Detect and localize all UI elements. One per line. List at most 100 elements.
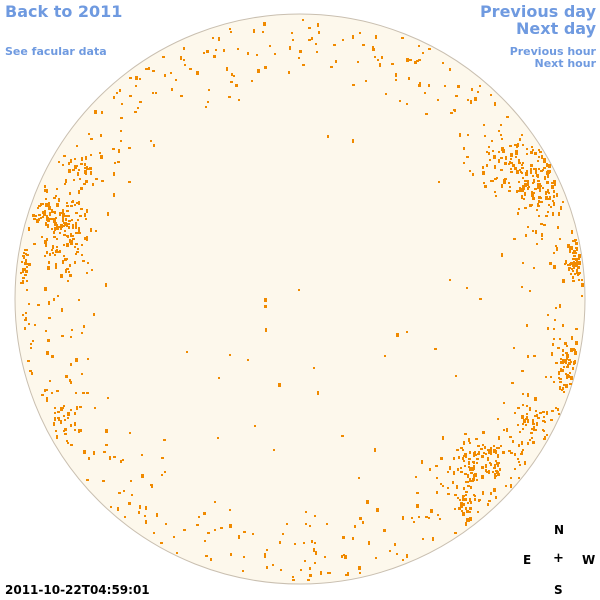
facula-mark bbox=[462, 457, 464, 460]
facula-mark bbox=[24, 327, 26, 330]
compass-south-label: S bbox=[554, 583, 563, 597]
facula-mark bbox=[82, 260, 85, 262]
facula-mark bbox=[95, 178, 98, 180]
facula-mark bbox=[531, 437, 533, 439]
facula-mark bbox=[315, 551, 317, 555]
facula-mark bbox=[522, 162, 524, 164]
back-to-year-link[interactable]: Back to 2011 bbox=[5, 2, 123, 21]
facula-mark bbox=[384, 355, 386, 357]
facula-mark bbox=[53, 298, 55, 301]
facula-mark bbox=[342, 536, 345, 539]
facula-mark bbox=[439, 518, 441, 520]
facula-mark bbox=[385, 93, 387, 95]
facula-mark bbox=[344, 555, 347, 559]
facula-mark bbox=[305, 511, 307, 513]
facula-mark bbox=[518, 162, 521, 164]
next-hour-link[interactable]: Next hour bbox=[534, 57, 597, 70]
facula-mark bbox=[465, 456, 467, 458]
facula-mark bbox=[205, 106, 207, 108]
facula-mark bbox=[88, 133, 90, 135]
facula-mark bbox=[75, 392, 77, 394]
facula-mark bbox=[229, 524, 232, 528]
facula-mark bbox=[568, 267, 571, 269]
facula-mark bbox=[469, 517, 472, 521]
facula-mark bbox=[537, 176, 539, 178]
facula-mark bbox=[265, 328, 267, 332]
facula-mark bbox=[30, 347, 32, 349]
facula-mark bbox=[139, 78, 141, 80]
facula-mark bbox=[518, 444, 520, 447]
facula-mark bbox=[547, 327, 549, 330]
facula-mark bbox=[68, 271, 70, 273]
facula-mark bbox=[470, 472, 473, 474]
facular-data-link[interactable]: See facular data bbox=[5, 45, 107, 58]
facula-mark bbox=[469, 498, 471, 502]
facula-mark bbox=[465, 507, 467, 510]
facula-mark bbox=[562, 279, 565, 283]
facula-mark bbox=[341, 435, 344, 437]
facula-mark bbox=[418, 516, 420, 518]
facula-mark bbox=[77, 172, 79, 176]
facula-mark bbox=[43, 212, 46, 216]
facula-mark bbox=[62, 164, 64, 166]
facula-mark bbox=[570, 273, 572, 275]
facula-mark bbox=[567, 364, 569, 366]
facula-mark bbox=[88, 457, 90, 460]
facula-mark bbox=[137, 107, 139, 109]
facula-mark bbox=[552, 212, 554, 216]
facula-mark bbox=[480, 448, 483, 450]
facula-mark bbox=[395, 79, 397, 81]
facula-mark bbox=[501, 184, 503, 188]
facula-mark bbox=[453, 471, 455, 475]
facula-mark bbox=[519, 431, 521, 433]
facula-mark bbox=[116, 92, 118, 94]
facula-mark bbox=[64, 183, 66, 185]
facula-mark bbox=[462, 503, 465, 506]
facula-mark bbox=[264, 305, 267, 308]
facula-mark bbox=[94, 407, 96, 409]
facula-mark bbox=[51, 209, 53, 211]
facula-mark bbox=[574, 258, 576, 260]
facula-mark bbox=[499, 468, 501, 471]
facula-mark bbox=[20, 272, 22, 274]
facula-mark bbox=[462, 449, 464, 451]
facula-mark bbox=[505, 485, 507, 487]
facula-mark bbox=[568, 375, 570, 377]
facula-mark bbox=[86, 209, 88, 213]
facula-mark bbox=[45, 243, 47, 247]
facula-mark bbox=[87, 262, 89, 264]
facula-mark bbox=[70, 243, 73, 245]
facula-mark bbox=[205, 555, 208, 557]
facula-mark bbox=[150, 140, 152, 142]
facula-mark bbox=[63, 234, 66, 236]
facula-mark bbox=[581, 283, 584, 287]
facula-mark bbox=[151, 485, 153, 488]
next-day-link[interactable]: Next day bbox=[516, 19, 596, 38]
facula-mark bbox=[518, 208, 520, 210]
facula-mark bbox=[492, 471, 494, 473]
facula-mark bbox=[406, 103, 408, 105]
facula-mark bbox=[76, 145, 78, 147]
previous-day-link[interactable]: Previous day bbox=[479, 2, 596, 21]
facula-mark bbox=[495, 460, 497, 462]
compass-east-label: E bbox=[523, 553, 532, 567]
facula-mark bbox=[45, 198, 47, 200]
previous-hour-link[interactable]: Previous hour bbox=[509, 45, 596, 58]
facula-mark bbox=[476, 462, 478, 464]
facula-mark bbox=[47, 266, 50, 270]
facula-mark bbox=[521, 451, 523, 455]
facula-mark bbox=[574, 265, 576, 267]
facula-mark bbox=[557, 226, 559, 229]
facula-mark bbox=[329, 572, 331, 574]
facula-mark bbox=[510, 477, 512, 479]
facula-mark bbox=[62, 260, 64, 264]
facula-mark bbox=[559, 304, 561, 308]
facula-mark bbox=[418, 45, 420, 47]
facula-mark bbox=[534, 397, 537, 401]
facula-mark bbox=[525, 180, 528, 182]
facula-mark bbox=[27, 360, 30, 362]
facula-mark bbox=[546, 434, 548, 436]
facula-mark bbox=[510, 484, 512, 488]
facula-mark bbox=[436, 477, 438, 479]
facula-mark bbox=[477, 91, 479, 93]
